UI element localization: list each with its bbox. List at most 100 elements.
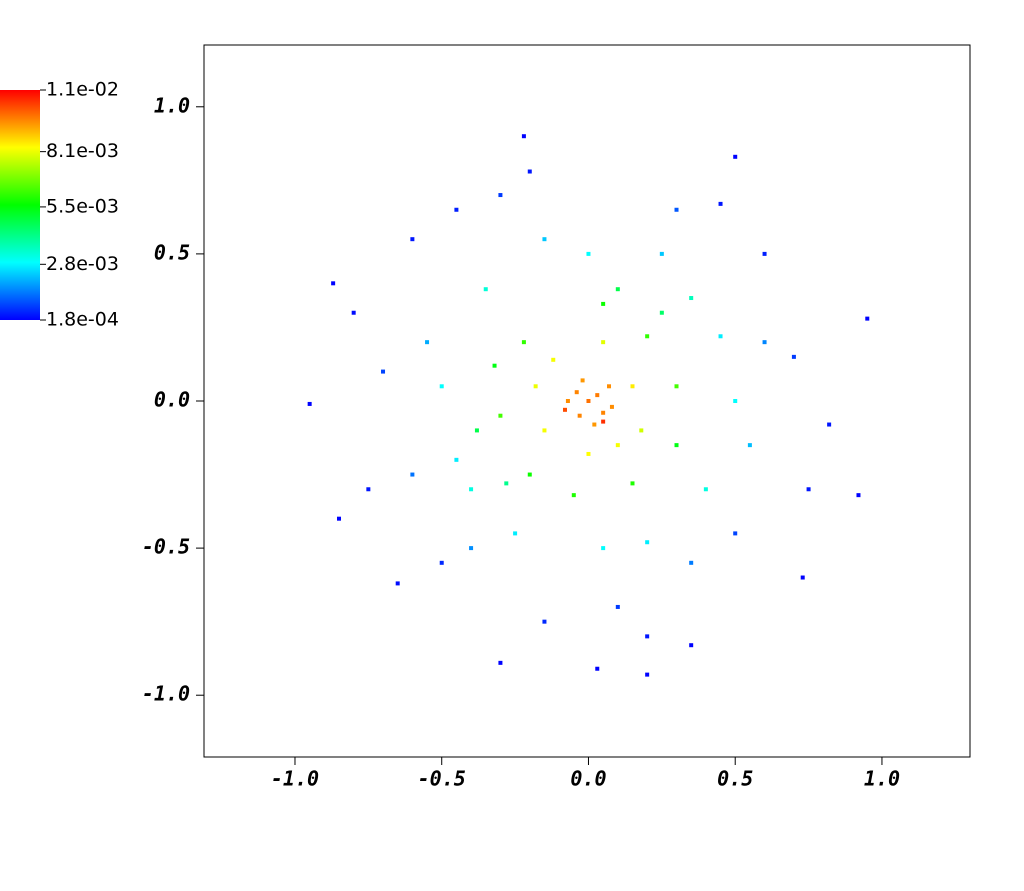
- point: [601, 546, 606, 551]
- point: [718, 201, 723, 206]
- point: [865, 316, 870, 321]
- point: [601, 419, 606, 424]
- point: [762, 340, 767, 345]
- point: [659, 251, 664, 256]
- point: [337, 516, 342, 521]
- point: [586, 399, 591, 403]
- point: [595, 666, 600, 671]
- point: [521, 134, 526, 139]
- point: [639, 428, 644, 433]
- point: [439, 384, 444, 389]
- point: [601, 340, 606, 345]
- x-tick-label: 0.0: [570, 767, 606, 791]
- point: [474, 428, 479, 433]
- y-tick-label: -0.5: [142, 535, 190, 559]
- point: [827, 422, 832, 427]
- point: [645, 634, 650, 639]
- y-tick-label: -1.0: [142, 682, 190, 706]
- point: [351, 310, 356, 315]
- colorbar: [0, 90, 40, 320]
- point: [410, 237, 415, 242]
- point: [551, 357, 556, 362]
- point: [689, 560, 694, 565]
- point: [483, 287, 488, 292]
- point: [800, 575, 805, 580]
- point: [791, 354, 796, 359]
- point: [659, 310, 664, 315]
- point: [630, 481, 635, 486]
- point: [607, 384, 612, 389]
- point: [703, 487, 708, 492]
- point: [498, 413, 503, 418]
- point: [645, 334, 650, 339]
- point: [718, 334, 723, 339]
- point: [542, 428, 547, 433]
- point: [571, 493, 576, 498]
- point: [542, 619, 547, 624]
- y-tick-label: 0.5: [154, 240, 190, 264]
- x-tick-label: -0.5: [418, 767, 466, 791]
- colorbar-label: 5.5e-03: [46, 195, 119, 217]
- point: [645, 540, 650, 545]
- point: [674, 207, 679, 212]
- point: [806, 487, 811, 492]
- point: [521, 340, 526, 345]
- point: [580, 378, 585, 383]
- point: [586, 251, 591, 256]
- x-tick-label: 0.5: [717, 767, 753, 791]
- point: [592, 422, 597, 427]
- point: [733, 531, 738, 536]
- point: [689, 296, 694, 301]
- colorbar-label: 2.8e-03: [46, 253, 119, 275]
- point: [527, 169, 532, 174]
- point: [565, 399, 570, 403]
- point: [601, 301, 606, 306]
- point: [747, 443, 752, 448]
- point: [492, 363, 497, 368]
- point: [381, 369, 386, 374]
- point: [601, 410, 606, 415]
- point: [307, 401, 312, 406]
- point: [454, 207, 459, 212]
- point: [609, 404, 614, 409]
- point: [527, 472, 532, 477]
- point: [542, 237, 547, 242]
- point: [615, 287, 620, 292]
- point: [615, 443, 620, 448]
- y-tick-label: 1.0: [154, 93, 190, 117]
- colorbar-label: 1.1e-02: [46, 79, 119, 101]
- point: [454, 457, 459, 462]
- point: [366, 487, 371, 492]
- x-tick-label: 1.0: [864, 767, 900, 791]
- point: [574, 390, 579, 395]
- point: [674, 443, 679, 448]
- point: [615, 604, 620, 609]
- point: [513, 531, 518, 536]
- point: [856, 493, 861, 498]
- point: [674, 384, 679, 389]
- colorbar-label: 1.8e-04: [46, 309, 119, 331]
- point: [577, 413, 582, 418]
- point: [645, 672, 650, 677]
- point: [630, 384, 635, 389]
- point: [595, 393, 600, 398]
- point: [331, 281, 336, 286]
- point: [439, 560, 444, 565]
- point: [469, 546, 474, 551]
- point: [762, 251, 767, 256]
- point: [425, 340, 430, 345]
- point: [689, 643, 694, 648]
- point: [469, 487, 474, 492]
- point: [504, 481, 509, 486]
- point: [395, 581, 400, 586]
- point: [410, 472, 415, 477]
- point: [733, 399, 738, 403]
- point: [562, 407, 567, 412]
- x-tick-label: -1.0: [271, 767, 319, 791]
- y-tick-label: 0.0: [154, 388, 190, 412]
- point: [533, 384, 538, 389]
- point: [498, 660, 503, 665]
- point: [733, 154, 738, 159]
- colorbar-label: 8.1e-03: [46, 140, 119, 162]
